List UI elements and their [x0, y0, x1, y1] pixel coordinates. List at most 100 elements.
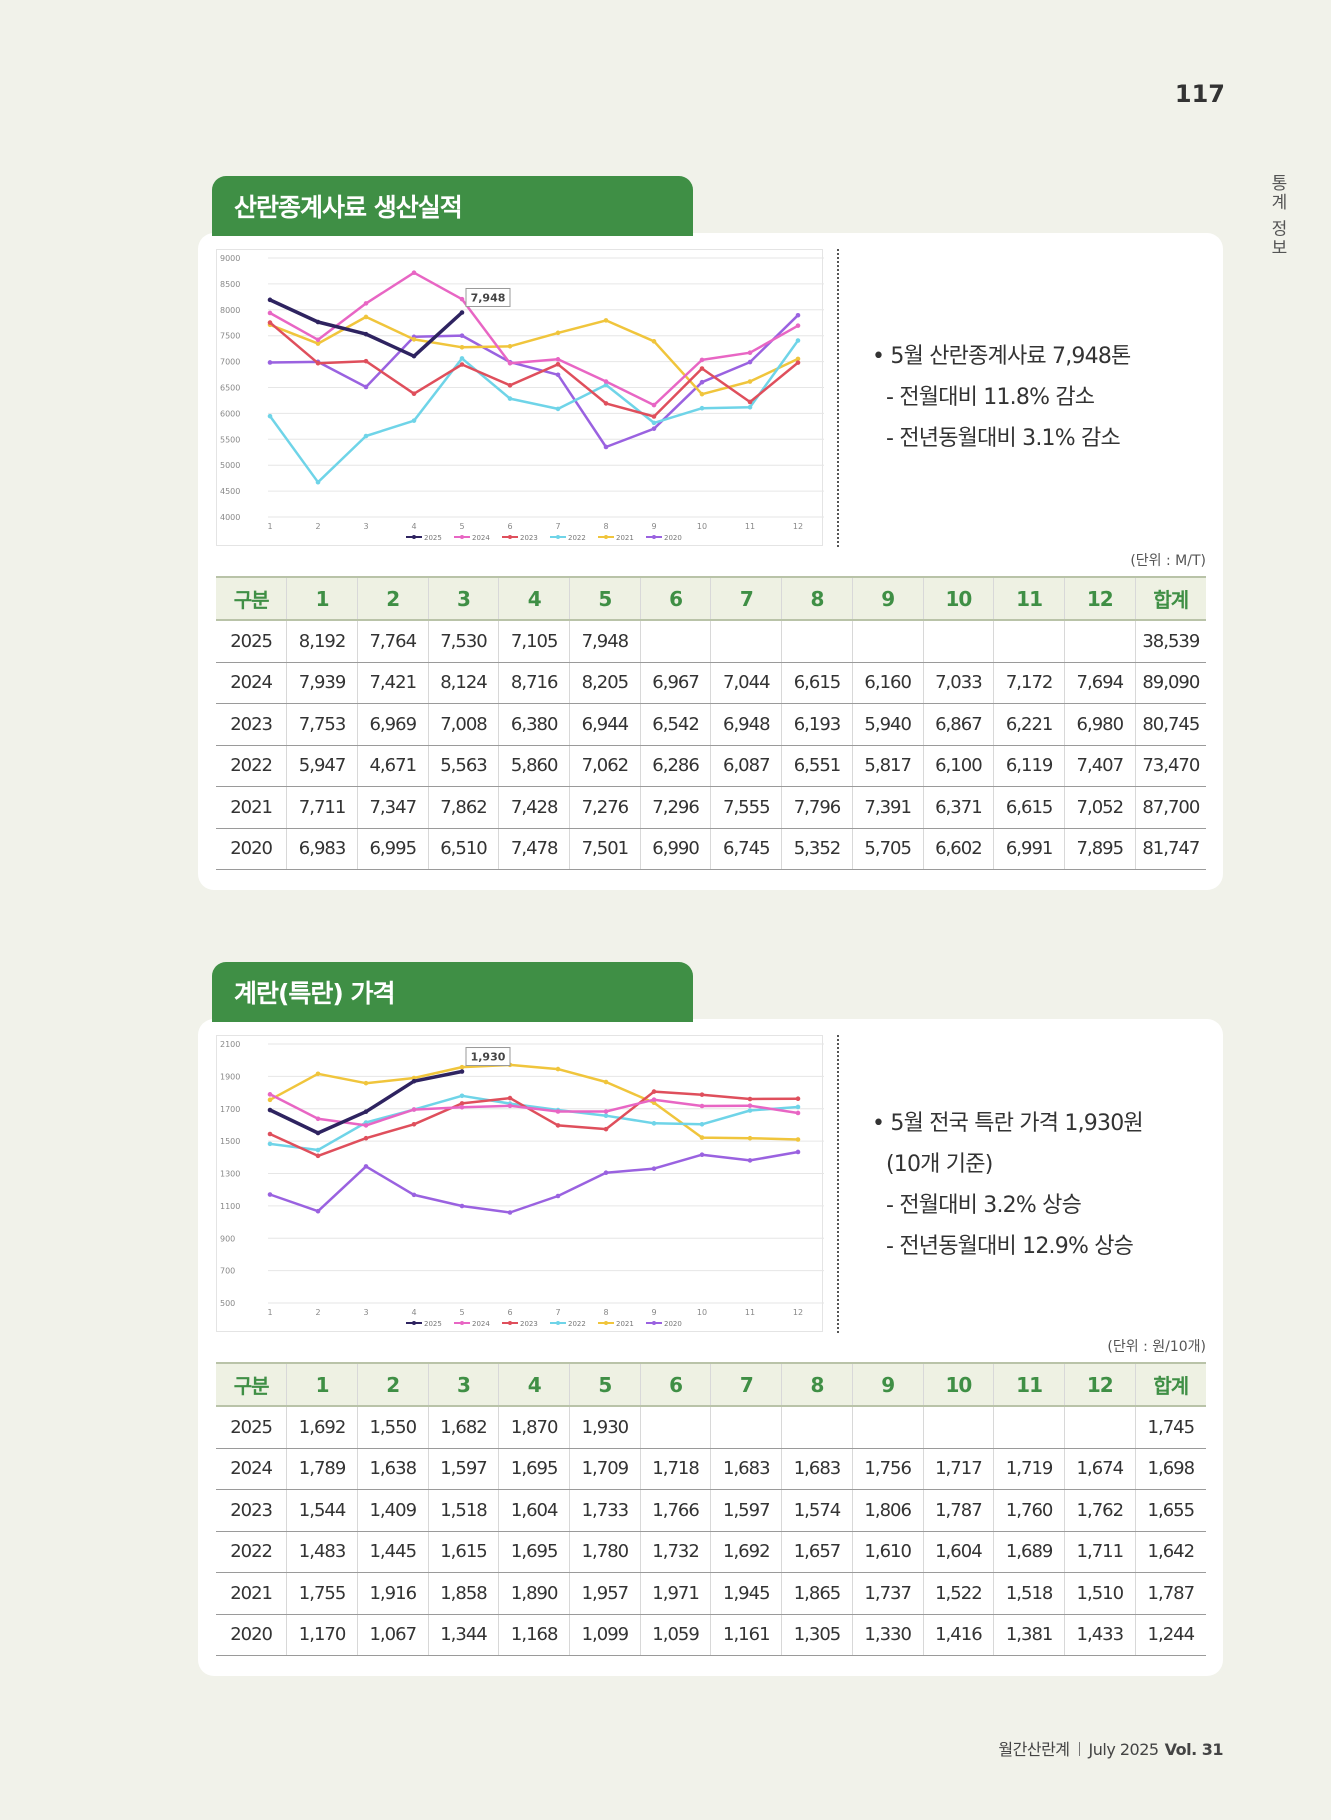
table-cell: 1,760	[993, 1489, 1065, 1532]
table-cell: 6,193	[781, 703, 853, 746]
table-cell: 1,890	[498, 1572, 570, 1615]
point	[651, 426, 657, 431]
table-row: 2022 1,483 1,445 1,615 1,695 1,780 1,732 1,692 1…	[216, 1531, 1206, 1573]
legend-label: 2021	[616, 534, 634, 542]
table-row: 2025 8,192 7,764 7,530 7,105 7,948 38,539	[216, 620, 1206, 663]
y-tick-label: 1700	[220, 1105, 240, 1114]
header-cell: 11	[993, 1362, 1065, 1407]
point	[411, 1192, 417, 1198]
table-cell: 7,862	[427, 786, 499, 829]
header-cell: 4	[498, 1362, 570, 1407]
point	[651, 1121, 657, 1126]
table-cell: 1,766	[639, 1489, 711, 1532]
table-cell: 2023	[216, 1489, 287, 1532]
point	[363, 1164, 369, 1169]
table-cell: 6,948	[710, 703, 782, 746]
legend-dot	[556, 1321, 560, 1325]
point	[603, 379, 609, 384]
header-cell: 3	[427, 1362, 499, 1407]
point	[795, 1096, 801, 1102]
point	[267, 1107, 273, 1113]
table-cell: 1,695	[498, 1448, 570, 1490]
header-cell: 2	[356, 1362, 429, 1407]
legend-label: 2023	[520, 1320, 538, 1328]
table-cell: 7,530	[427, 620, 499, 663]
x-tick-label: 11	[745, 1308, 755, 1317]
legend-dot	[508, 535, 512, 539]
point	[507, 1210, 513, 1215]
table-cell: 1,745	[1134, 1406, 1206, 1449]
point	[315, 319, 321, 325]
table-row: 2021 1,755 1,916 1,858 1,890 1,957 1,971 1,945 1…	[216, 1572, 1206, 1615]
point	[267, 1131, 273, 1137]
table-cell	[993, 1406, 1065, 1449]
point	[795, 1110, 801, 1116]
table-cell: 81,747	[1134, 828, 1206, 870]
unit-label: (단위 : 원/10개)	[1107, 1339, 1206, 1355]
table-cell: 2022	[216, 1531, 287, 1573]
header-cell: 1	[286, 1362, 358, 1407]
point	[363, 331, 369, 337]
legend-dot	[604, 1321, 608, 1325]
x-tick-label: 1	[267, 1308, 272, 1317]
y-tick-label: 7500	[220, 332, 240, 341]
table-cell: 1,756	[851, 1448, 924, 1490]
point	[747, 404, 753, 410]
table-cell: 1,244	[1134, 1614, 1206, 1656]
legend-label: 2024	[472, 534, 490, 542]
x-tick-label: 9	[651, 1308, 656, 1317]
point	[603, 444, 609, 450]
point	[315, 1208, 321, 1214]
table-cell: 8,205	[569, 662, 641, 704]
table-cell: 7,044	[710, 662, 782, 704]
table-cell: 7,764	[356, 620, 429, 663]
point	[315, 360, 321, 366]
y-tick-label: 500	[220, 1299, 235, 1308]
table-cell: 6,087	[710, 745, 782, 787]
point	[555, 372, 561, 378]
table-row: 2024 7,939 7,421 8,124 8,716 8,205 6,967 7,044 6…	[216, 662, 1206, 704]
table-cell: 1,737	[851, 1572, 924, 1615]
table-cell: 1,416	[922, 1614, 994, 1656]
point	[699, 405, 705, 411]
table-cell: 7,478	[498, 828, 570, 870]
divider	[837, 249, 839, 547]
point	[507, 383, 513, 388]
point	[555, 330, 561, 336]
point	[699, 1092, 705, 1097]
table-cell: 7,008	[427, 703, 499, 746]
table-cell: 8,192	[286, 620, 358, 663]
table-cell: 1,615	[427, 1531, 499, 1573]
point	[507, 343, 513, 349]
table-cell: 5,860	[498, 745, 570, 787]
table-cell: 1,717	[922, 1448, 994, 1490]
point	[363, 1109, 369, 1114]
table-cell: 1,067	[356, 1614, 429, 1656]
point	[363, 384, 369, 390]
table-cell: 6,380	[498, 703, 570, 746]
point	[747, 1158, 753, 1163]
table-row: 2022 5,947 4,671 5,563 5,860 7,062 6,286 6,087 6…	[216, 745, 1206, 787]
table-cell: 87,700	[1134, 786, 1206, 829]
table-row: 2021 7,711 7,347 7,862 7,428 7,276 7,296 7,555 7…	[216, 786, 1206, 829]
point	[795, 338, 801, 343]
table-cell: 1,806	[851, 1489, 924, 1532]
point	[315, 1153, 321, 1159]
header-cell: 1	[286, 576, 358, 621]
table-cell: 1,522	[922, 1572, 994, 1615]
table-cell: 1,574	[781, 1489, 853, 1532]
header-cell: 합계	[1134, 576, 1206, 621]
point	[267, 1192, 273, 1197]
table-cell: 6,967	[639, 662, 711, 704]
table-cell: 6,980	[1063, 703, 1136, 746]
side-tab: 통계 정보	[1267, 174, 1287, 258]
y-tick-label: 4000	[220, 513, 240, 522]
legend-label: 2025	[424, 534, 442, 542]
y-tick-label: 7000	[220, 358, 240, 367]
point	[459, 1064, 465, 1070]
x-tick-label: 2	[315, 522, 320, 531]
point	[555, 357, 561, 362]
table-cell: 1,059	[639, 1614, 711, 1656]
